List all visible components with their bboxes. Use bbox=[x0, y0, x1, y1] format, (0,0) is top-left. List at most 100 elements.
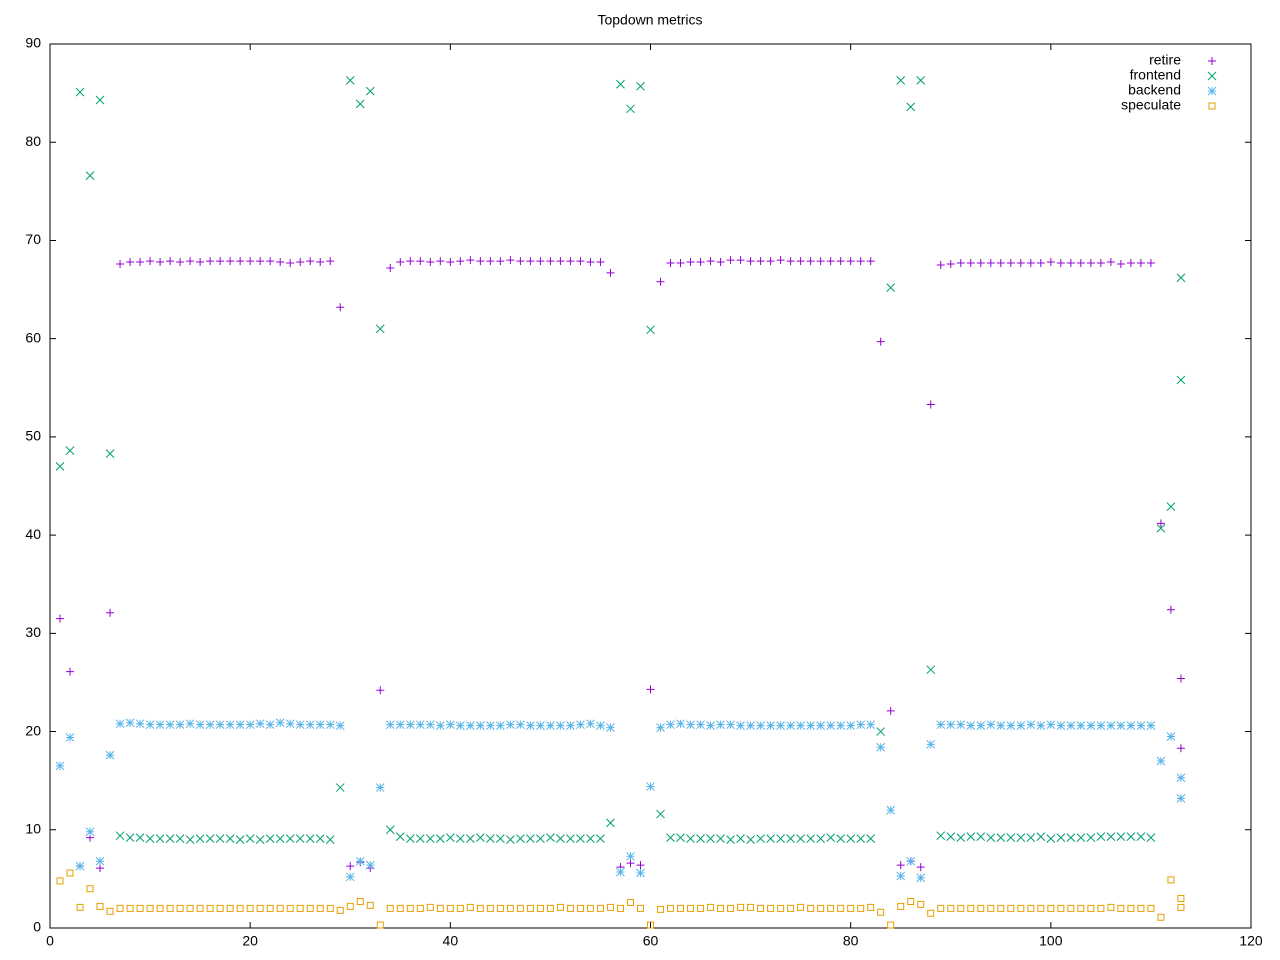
data-point bbox=[325, 720, 335, 730]
data-point bbox=[696, 720, 705, 730]
data-point bbox=[956, 833, 966, 842]
y-tick-label: 70 bbox=[25, 231, 41, 247]
data-point bbox=[596, 834, 605, 843]
data-point bbox=[65, 733, 75, 742]
data-point bbox=[916, 75, 926, 85]
data-point bbox=[916, 863, 925, 872]
data-point bbox=[996, 833, 1006, 842]
data-point bbox=[836, 257, 845, 266]
data-point bbox=[606, 818, 615, 828]
data-point bbox=[806, 721, 815, 731]
data-point bbox=[647, 921, 654, 929]
data-point bbox=[1176, 744, 1185, 753]
data-point bbox=[876, 742, 886, 752]
data-point bbox=[516, 720, 525, 730]
data-point bbox=[506, 835, 515, 844]
data-point bbox=[616, 79, 625, 89]
y-tick-label: 60 bbox=[25, 329, 41, 345]
data-point bbox=[1166, 502, 1176, 511]
data-point bbox=[596, 721, 605, 731]
data-point bbox=[896, 871, 906, 881]
data-point bbox=[296, 258, 305, 267]
data-point bbox=[455, 721, 465, 731]
data-point bbox=[95, 95, 105, 105]
data-point bbox=[687, 904, 695, 912]
data-point bbox=[667, 904, 675, 912]
data-point bbox=[937, 904, 945, 912]
data-point bbox=[275, 834, 285, 843]
data-point bbox=[956, 259, 965, 268]
data-point bbox=[606, 723, 615, 732]
data-point bbox=[55, 761, 65, 771]
data-point bbox=[626, 898, 634, 906]
data-point bbox=[746, 257, 755, 266]
data-point bbox=[576, 834, 585, 843]
data-point bbox=[837, 904, 845, 912]
data-point bbox=[1016, 721, 1026, 731]
y-tick-label: 10 bbox=[25, 820, 41, 836]
data-point bbox=[195, 720, 205, 730]
data-point bbox=[786, 257, 795, 266]
data-point bbox=[946, 260, 955, 269]
data-point bbox=[1076, 259, 1085, 268]
data-point bbox=[556, 721, 565, 731]
data-point bbox=[896, 861, 905, 870]
data-point bbox=[657, 905, 665, 913]
data-point bbox=[426, 903, 434, 911]
data-point bbox=[796, 834, 805, 843]
data-point bbox=[226, 257, 235, 266]
data-point bbox=[716, 258, 725, 267]
data-point bbox=[737, 903, 745, 911]
data-point bbox=[75, 861, 85, 871]
data-point bbox=[175, 834, 185, 843]
data-point bbox=[976, 832, 986, 842]
data-point bbox=[1147, 904, 1155, 912]
data-point bbox=[225, 720, 235, 730]
data-point bbox=[757, 904, 765, 912]
data-point bbox=[1086, 833, 1096, 842]
data-point bbox=[256, 904, 264, 912]
data-point bbox=[1106, 721, 1116, 731]
data-point bbox=[1006, 833, 1016, 842]
data-point bbox=[1006, 259, 1015, 268]
data-point bbox=[1166, 732, 1176, 741]
data-point bbox=[1026, 833, 1036, 842]
data-point bbox=[246, 257, 255, 266]
data-point bbox=[777, 904, 785, 912]
data-point bbox=[166, 257, 175, 266]
data-point bbox=[376, 921, 384, 929]
legend-label: backend bbox=[1128, 82, 1181, 98]
data-point bbox=[135, 719, 145, 729]
data-point bbox=[1087, 904, 1095, 912]
data-point bbox=[826, 257, 835, 266]
data-point bbox=[856, 834, 866, 843]
data-point bbox=[886, 283, 896, 292]
data-point bbox=[396, 258, 405, 267]
data-point bbox=[907, 897, 915, 905]
data-point bbox=[936, 261, 945, 269]
data-point bbox=[316, 904, 324, 912]
data-point bbox=[526, 721, 535, 731]
data-point bbox=[876, 337, 885, 346]
data-point bbox=[326, 257, 335, 266]
data-point bbox=[967, 904, 975, 912]
data-point bbox=[295, 834, 305, 843]
data-point bbox=[1036, 832, 1046, 842]
x-tick-label: 60 bbox=[643, 933, 659, 949]
chart-title: Topdown metrics bbox=[597, 12, 702, 28]
data-point bbox=[1096, 721, 1106, 731]
data-point bbox=[966, 721, 976, 731]
data-point bbox=[1136, 259, 1145, 268]
data-point bbox=[856, 720, 866, 730]
data-point bbox=[75, 87, 85, 97]
data-point bbox=[486, 834, 495, 843]
data-point bbox=[336, 906, 344, 914]
data-point bbox=[706, 721, 715, 731]
data-point bbox=[986, 833, 996, 842]
data-point bbox=[236, 904, 244, 912]
data-point bbox=[1116, 721, 1126, 731]
data-point bbox=[787, 904, 795, 912]
data-point bbox=[456, 257, 465, 266]
data-point bbox=[1126, 832, 1136, 842]
